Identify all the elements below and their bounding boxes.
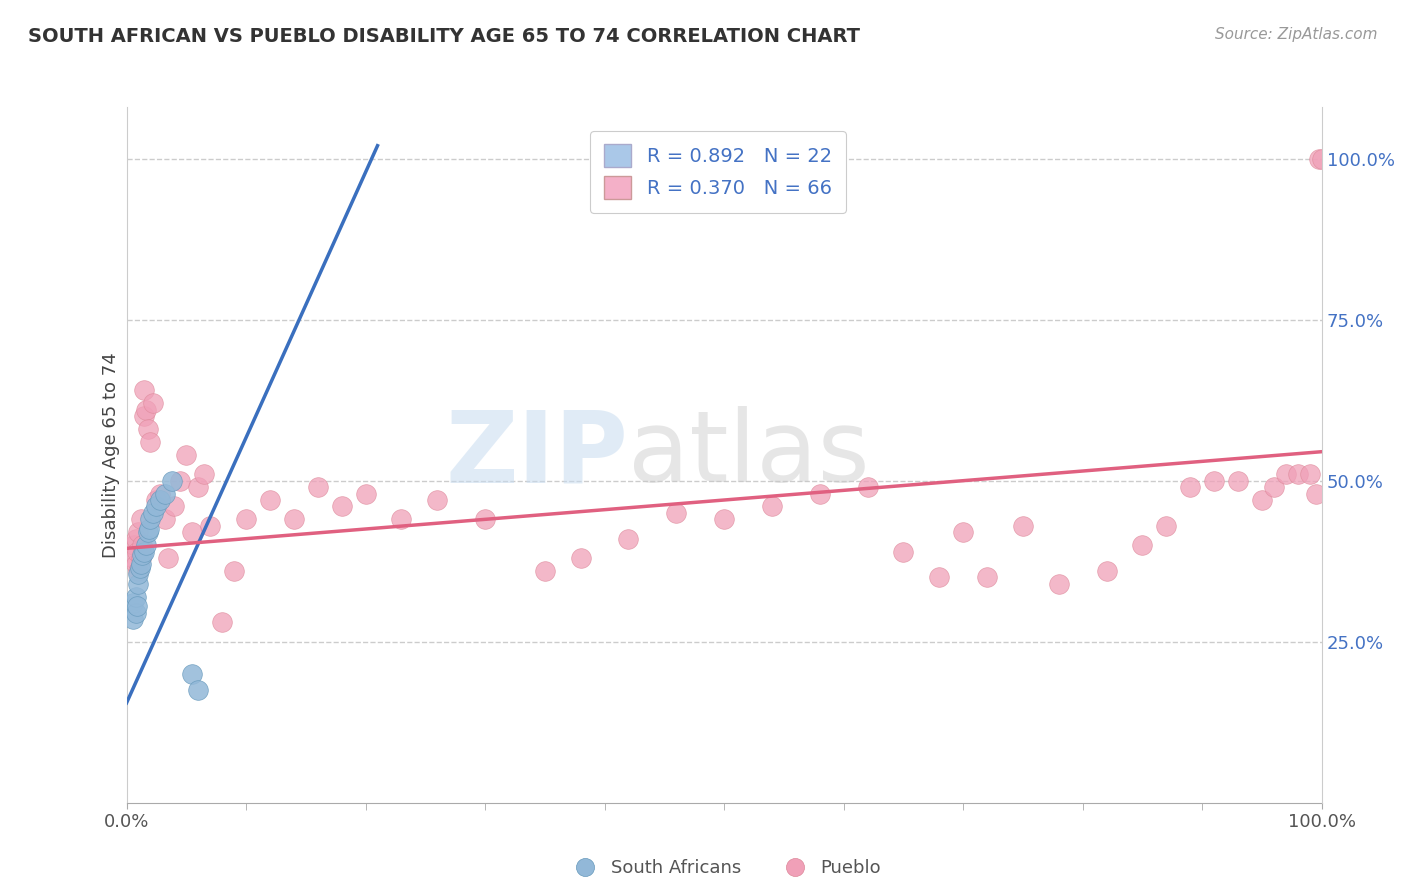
Point bbox=[142, 396, 165, 410]
Point bbox=[145, 500, 167, 514]
Point bbox=[174, 448, 197, 462]
Point bbox=[125, 558, 148, 572]
Point bbox=[761, 500, 783, 514]
Point bbox=[121, 551, 143, 566]
Point bbox=[163, 500, 186, 514]
Text: atlas: atlas bbox=[628, 407, 870, 503]
Point bbox=[1226, 474, 1249, 488]
Point bbox=[157, 551, 180, 566]
Point bbox=[127, 576, 149, 591]
Point bbox=[354, 486, 377, 500]
Point bbox=[1310, 152, 1333, 166]
Point bbox=[142, 506, 165, 520]
Point bbox=[713, 512, 735, 526]
Legend: South Africans, Pueblo: South Africans, Pueblo bbox=[560, 852, 889, 884]
Point bbox=[160, 474, 183, 488]
Point bbox=[307, 480, 329, 494]
Point bbox=[134, 544, 156, 558]
Point bbox=[976, 570, 998, 584]
Text: Source: ZipAtlas.com: Source: ZipAtlas.com bbox=[1215, 27, 1378, 42]
Point bbox=[283, 512, 305, 526]
Point bbox=[131, 548, 153, 562]
Point bbox=[127, 599, 149, 614]
Point bbox=[139, 512, 162, 526]
Point bbox=[181, 525, 204, 540]
Point bbox=[145, 493, 167, 508]
Point bbox=[1154, 518, 1177, 533]
Point bbox=[533, 564, 555, 578]
Point bbox=[1308, 152, 1330, 166]
Point bbox=[235, 512, 257, 526]
Y-axis label: Disability Age 65 to 74: Disability Age 65 to 74 bbox=[101, 352, 120, 558]
Point bbox=[1263, 480, 1285, 494]
Point bbox=[135, 538, 157, 552]
Point bbox=[1095, 564, 1118, 578]
Point bbox=[129, 558, 152, 572]
Point bbox=[474, 512, 496, 526]
Point bbox=[127, 567, 149, 582]
Point bbox=[125, 532, 148, 546]
Point bbox=[1298, 467, 1320, 482]
Point bbox=[330, 500, 353, 514]
Point bbox=[928, 570, 950, 584]
Point bbox=[125, 590, 148, 604]
Point bbox=[153, 512, 176, 526]
Point bbox=[1202, 474, 1225, 488]
Point bbox=[193, 467, 215, 482]
Point bbox=[569, 551, 592, 566]
Point bbox=[127, 564, 149, 578]
Point bbox=[808, 486, 831, 500]
Point bbox=[1130, 538, 1153, 552]
Point bbox=[1250, 493, 1272, 508]
Point bbox=[136, 422, 159, 436]
Point bbox=[131, 538, 153, 552]
Point bbox=[1011, 518, 1033, 533]
Point bbox=[426, 493, 449, 508]
Point bbox=[259, 493, 281, 508]
Text: ZIP: ZIP bbox=[446, 407, 628, 503]
Point bbox=[1305, 486, 1327, 500]
Point bbox=[138, 522, 160, 536]
Point bbox=[1274, 467, 1296, 482]
Point bbox=[952, 525, 974, 540]
Point bbox=[122, 538, 145, 552]
Point bbox=[153, 486, 176, 500]
Point bbox=[200, 518, 222, 533]
Point bbox=[127, 525, 149, 540]
Point bbox=[665, 506, 688, 520]
Point bbox=[222, 564, 246, 578]
Point bbox=[139, 435, 162, 450]
Point bbox=[187, 480, 209, 494]
Text: SOUTH AFRICAN VS PUEBLO DISABILITY AGE 65 TO 74 CORRELATION CHART: SOUTH AFRICAN VS PUEBLO DISABILITY AGE 6… bbox=[28, 27, 860, 45]
Point bbox=[1286, 467, 1309, 482]
Point bbox=[1047, 576, 1070, 591]
Point bbox=[149, 486, 172, 500]
Point bbox=[136, 525, 159, 540]
Point bbox=[134, 409, 156, 424]
Point bbox=[121, 596, 143, 610]
Point bbox=[129, 551, 152, 566]
Point bbox=[121, 612, 143, 626]
Point bbox=[169, 474, 191, 488]
Point bbox=[1178, 480, 1201, 494]
Point bbox=[211, 615, 233, 630]
Point bbox=[617, 532, 640, 546]
Point bbox=[891, 544, 914, 558]
Point bbox=[134, 384, 156, 398]
Point bbox=[127, 544, 149, 558]
Point bbox=[181, 667, 204, 681]
Point bbox=[128, 560, 150, 574]
Point bbox=[125, 606, 148, 620]
Point bbox=[187, 683, 209, 698]
Point bbox=[149, 493, 172, 508]
Point bbox=[135, 402, 157, 417]
Point bbox=[391, 512, 413, 526]
Point bbox=[129, 512, 152, 526]
Point bbox=[856, 480, 879, 494]
